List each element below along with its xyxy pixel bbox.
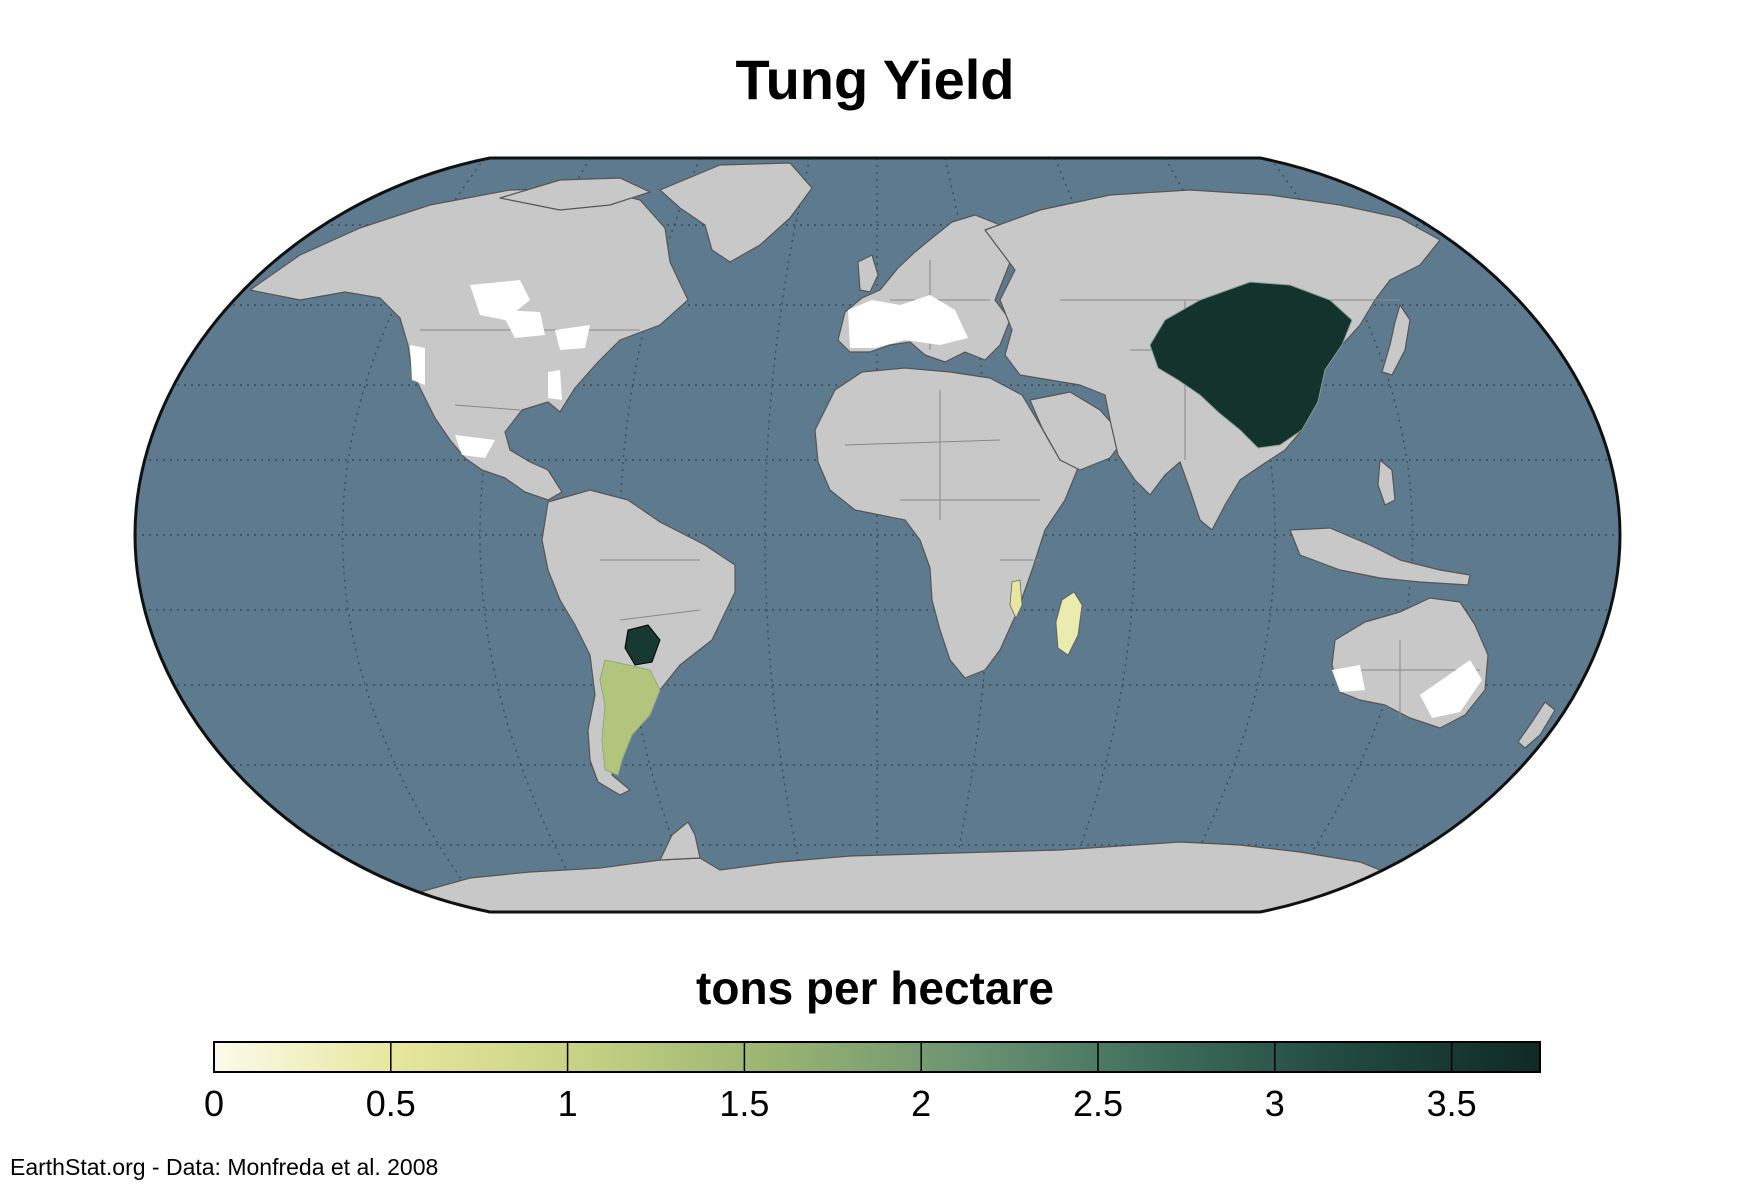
map-frame <box>133 156 1622 914</box>
colorbar-gradient <box>213 1041 1541 1073</box>
antarctic-peninsula <box>659 821 701 861</box>
british-isles <box>857 254 879 293</box>
no-data-regions <box>410 280 1482 718</box>
colorbar-tick-label: 0.5 <box>365 1083 416 1124</box>
colorbar-tick-label: 1.5 <box>719 1083 770 1124</box>
new-zealand <box>1517 701 1556 749</box>
japan <box>1381 304 1411 376</box>
antarctica <box>379 841 1401 912</box>
colorbar-tick-label: 3 <box>1264 1083 1285 1124</box>
yield-paraguay <box>624 624 661 666</box>
colorbar-tick-label: 1 <box>557 1083 578 1124</box>
philippines <box>1377 459 1396 506</box>
arabia <box>1029 391 1126 471</box>
yield-madagascar <box>1055 591 1083 656</box>
colorbar-ticks <box>390 1042 1453 1072</box>
credit-text: EarthStat.org - Data: Monfreda et al. 20… <box>10 1154 439 1180</box>
map-title: Tung Yield <box>735 48 1015 111</box>
colorbar-tick-label: 0 <box>203 1083 225 1124</box>
yield-malawi <box>1009 579 1023 619</box>
yield-china <box>1149 281 1353 449</box>
yield-regions <box>599 281 1353 776</box>
colorbar-tick-label: 2.5 <box>1072 1083 1124 1124</box>
yield-argentina <box>599 659 661 776</box>
colorbar-tick-label: 3.5 <box>1426 1083 1477 1124</box>
southeast-asia-islands <box>1289 527 1471 586</box>
colorbar-tick-label: 2 <box>911 1083 932 1124</box>
arctic-islands <box>499 177 651 211</box>
graticule <box>135 158 1620 912</box>
greenland <box>659 162 813 263</box>
legend-title: tons per hectare <box>696 962 1054 1014</box>
